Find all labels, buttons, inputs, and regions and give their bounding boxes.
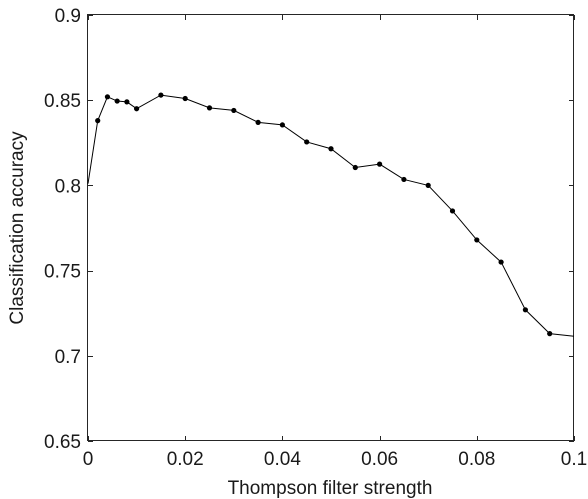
plot-frame bbox=[87, 14, 574, 441]
x-tick-label: 0.08 bbox=[458, 449, 495, 470]
y-axis-label: Classification accuracy bbox=[7, 131, 28, 325]
x-tick-label: 0.02 bbox=[167, 449, 204, 470]
y-tick-label: 0.7 bbox=[55, 347, 81, 368]
x-tick-label: 0.04 bbox=[264, 449, 301, 470]
data-point bbox=[114, 98, 120, 104]
y-tick-label: 0.9 bbox=[55, 6, 81, 27]
x-axis-ticks bbox=[88, 15, 575, 441]
data-point bbox=[134, 106, 140, 112]
x-axis-label: Thompson filter strength bbox=[228, 478, 433, 499]
x-tick-label: 0.06 bbox=[361, 449, 398, 470]
data-point bbox=[206, 105, 213, 111]
data-point bbox=[401, 176, 407, 183]
y-axis-tick-labels: 0.65 0.7 0.75 0.8 0.85 0.9 bbox=[44, 6, 81, 453]
data-point bbox=[279, 122, 285, 128]
data-point bbox=[474, 237, 480, 243]
y-tick-label: 0.8 bbox=[55, 176, 81, 197]
x-axis-tick-labels: 0 0.02 0.04 0.06 0.08 0.1 bbox=[83, 449, 588, 470]
data-point bbox=[377, 161, 383, 167]
data-point bbox=[158, 92, 164, 98]
data-point bbox=[498, 259, 504, 265]
accuracy-series-line bbox=[87, 94, 575, 337]
data-point bbox=[304, 139, 310, 145]
data-point bbox=[425, 182, 431, 188]
data-point bbox=[522, 307, 529, 313]
y-tick-label: 0.85 bbox=[44, 91, 81, 112]
data-point bbox=[449, 208, 456, 214]
accuracy-series-points bbox=[95, 92, 553, 337]
data-point bbox=[182, 95, 188, 102]
data-point bbox=[328, 146, 334, 152]
x-tick-label: 0.1 bbox=[561, 449, 587, 470]
data-point bbox=[124, 99, 130, 105]
y-axis-ticks bbox=[88, 15, 574, 442]
x-tick-label: 0 bbox=[83, 449, 94, 470]
y-tick-label: 0.65 bbox=[44, 432, 81, 453]
y-tick-label: 0.75 bbox=[44, 262, 81, 283]
data-point bbox=[255, 119, 261, 125]
data-point bbox=[547, 331, 553, 337]
data-point bbox=[104, 94, 111, 100]
data-point bbox=[231, 107, 237, 114]
plot-area bbox=[87, 14, 575, 442]
data-point bbox=[95, 118, 101, 124]
data-point bbox=[352, 164, 358, 171]
